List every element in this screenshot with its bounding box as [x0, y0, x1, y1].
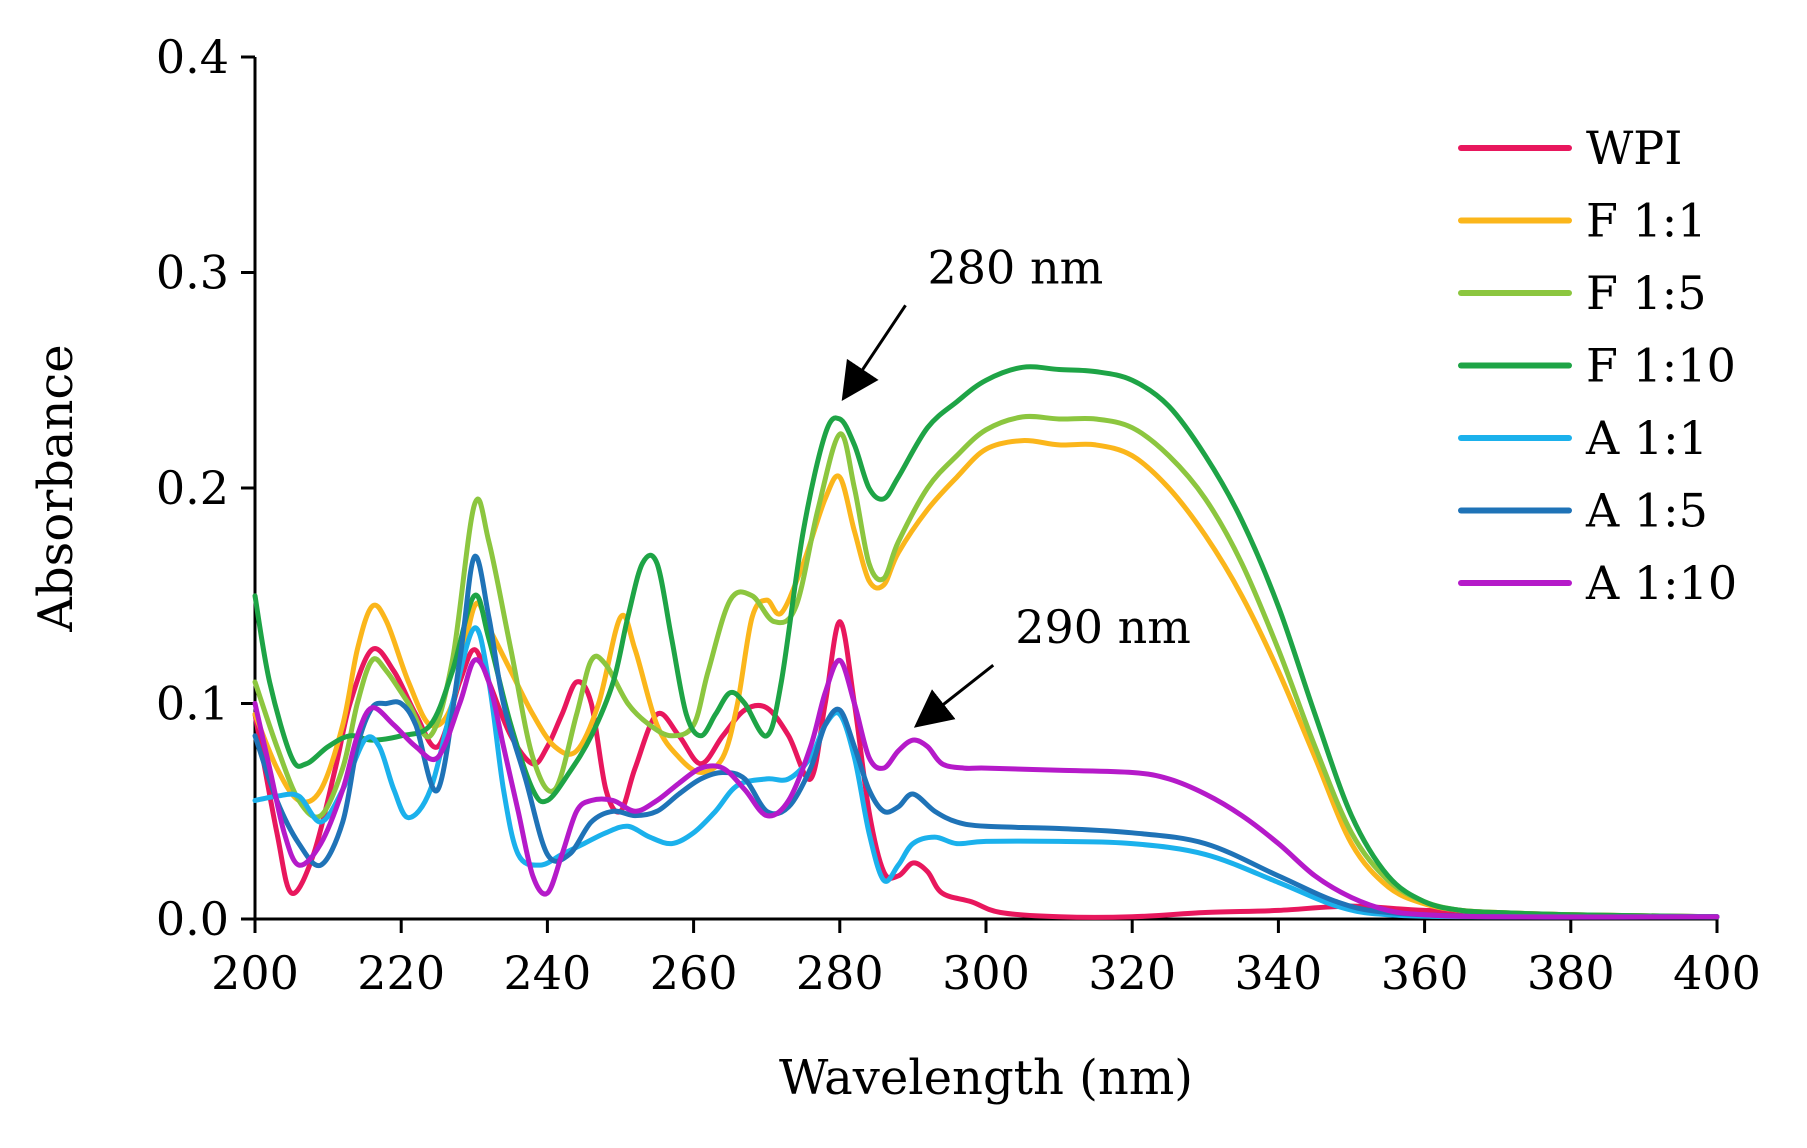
y-tick-label: 0.3	[156, 246, 229, 300]
y-tick-label: 0.2	[156, 461, 229, 515]
x-tick-label: 320	[1088, 946, 1176, 1000]
series-line-a-1-10	[252, 657, 1720, 920]
x-tick-label: 360	[1381, 946, 1469, 1000]
x-tick-label: 260	[650, 946, 738, 1000]
legend: WPI F 1:1 F 1:5 F 1:10 A 1:1 A 1:5 A 1:10	[1458, 121, 1737, 610]
x-tick-label: 280	[796, 946, 884, 1000]
x-tick-label: 380	[1527, 946, 1615, 1000]
series-line-f-1-5	[252, 413, 1720, 920]
legend-label-f-1-5: F 1:5	[1586, 266, 1707, 320]
legend-label-a-1-1: A 1:1	[1585, 411, 1708, 465]
x-tick-label: 400	[1673, 946, 1761, 1000]
legend-label-a-1-10: A 1:10	[1585, 556, 1737, 610]
series-line-a-1-5	[252, 553, 1720, 920]
legend-label-f-1-1: F 1:1	[1586, 194, 1707, 248]
annotation-arrow	[913, 663, 995, 728]
annotations: 280 nm 290 nm	[841, 240, 1191, 728]
legend-label-a-1-5: A 1:5	[1585, 484, 1708, 538]
legend-label-wpi: WPI	[1586, 121, 1682, 175]
y-tick-label: 0.4	[156, 30, 229, 84]
legend-label-f-1-10: F 1:10	[1586, 339, 1736, 393]
annotation-arrow	[841, 304, 907, 401]
y-tick-label: 0.0	[156, 892, 229, 946]
y-tick-label: 0.1	[156, 677, 229, 731]
x-tick-label: 200	[211, 946, 299, 1000]
annotation-label: 280 nm	[928, 240, 1104, 294]
x-tick-label: 300	[942, 946, 1030, 1000]
annotation-label: 290 nm	[1015, 600, 1191, 654]
series-line-f-1-10	[252, 364, 1720, 920]
x-tick-label: 340	[1234, 946, 1322, 1000]
series-lines	[252, 364, 1720, 920]
series-line-a-1-1	[252, 625, 1720, 920]
x-axis-title: Wavelength (nm)	[779, 1050, 1193, 1106]
y-axis-title: Absorbance	[28, 344, 84, 632]
x-tick-label: 240	[503, 946, 591, 1000]
axes: 0.0 0.1 0.2 0.3 0.4 200 220 240 260 280 300 320 340 3…	[156, 30, 1761, 1000]
x-tick-label: 220	[357, 946, 445, 1000]
